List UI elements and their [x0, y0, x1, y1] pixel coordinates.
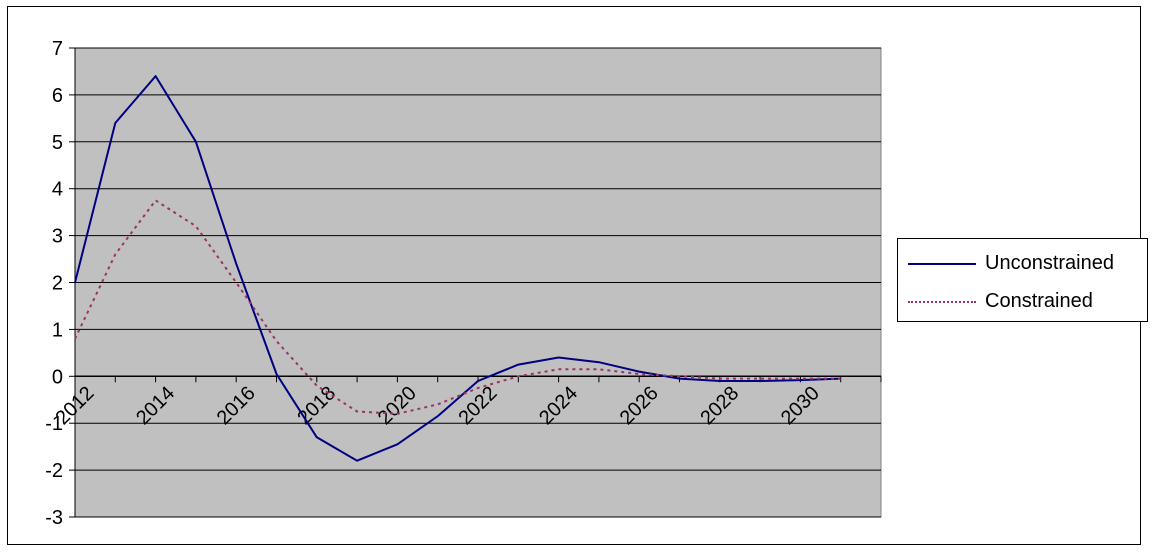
y-tick-labels: -3 -2 -1 0 1 2 3 4 5 6 7 — [45, 38, 63, 529]
legend-label-constrained: Constrained — [985, 290, 1093, 312]
y-tick-label: 1 — [52, 319, 63, 341]
y-tick-label: 0 — [52, 366, 63, 388]
legend-label-unconstrained: Unconstrained — [985, 252, 1114, 274]
y-tick-label: 4 — [52, 179, 63, 201]
y-tick-label: -1 — [45, 413, 63, 435]
series-line-constrained — [74, 199, 841, 415]
y-tick-label: 7 — [52, 38, 63, 60]
legend-entry-constrained: Constrained — [898, 289, 1147, 313]
legend-entry-unconstrained: Unconstrained — [898, 251, 1147, 275]
y-tick-label: 2 — [52, 273, 63, 295]
series-line-unconstrained — [74, 75, 841, 462]
legend-swatch-constrained — [908, 301, 976, 303]
y-tick-label: -2 — [45, 460, 63, 482]
legend-swatch-unconstrained — [908, 263, 976, 265]
y-tick-label: 5 — [52, 132, 63, 154]
y-tick-label: 3 — [52, 226, 63, 248]
series-lines — [74, 75, 841, 462]
y-tick-label: 6 — [52, 85, 63, 107]
legend: Unconstrained Constrained — [897, 238, 1148, 322]
grid-lines — [69, 47, 881, 518]
y-tick-label: -3 — [45, 507, 63, 529]
